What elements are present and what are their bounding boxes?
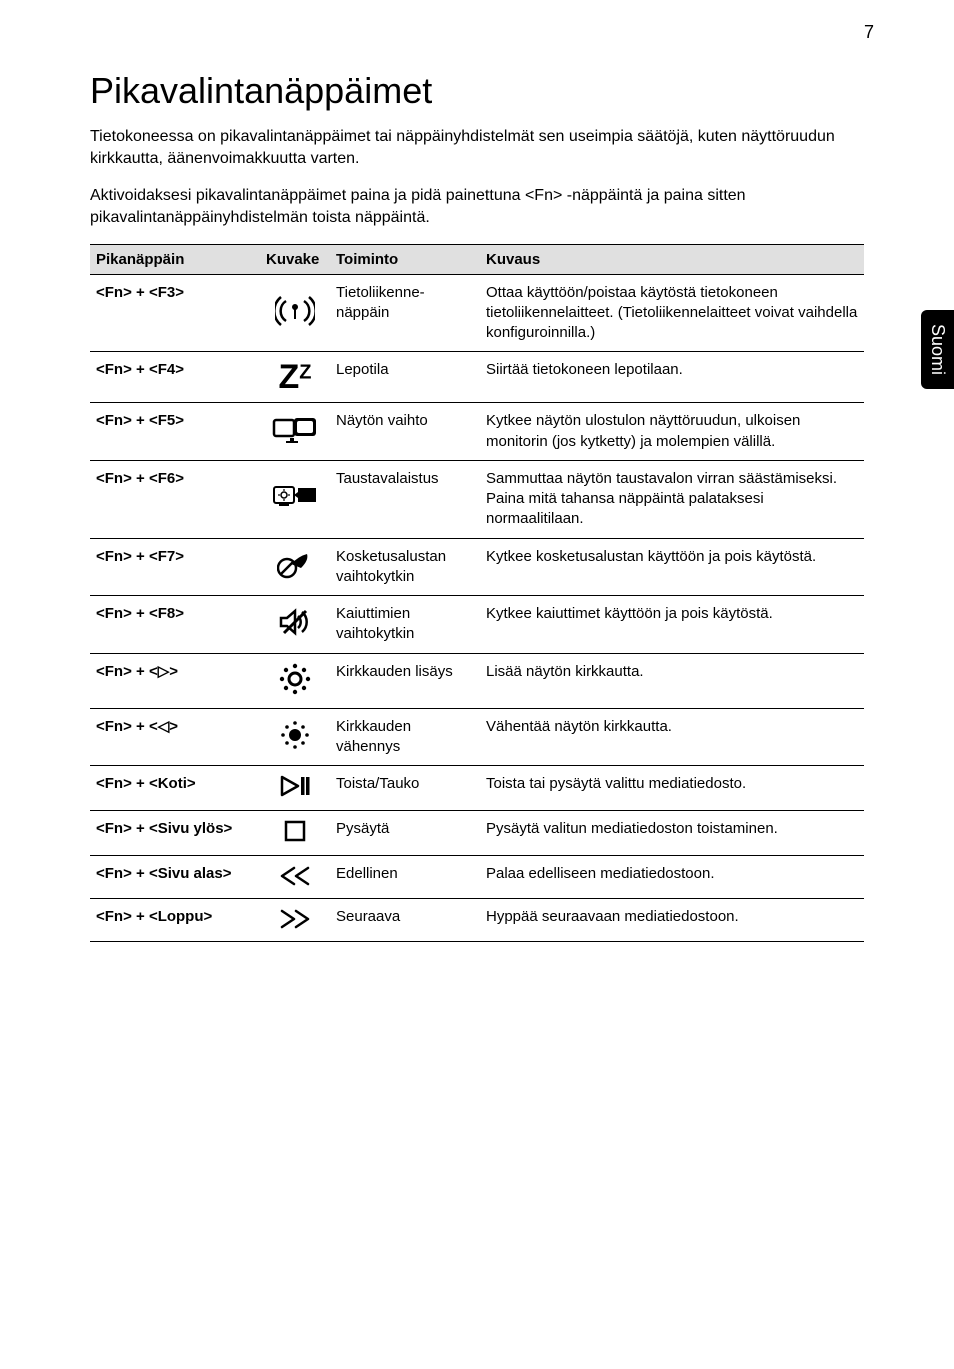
hotkey-description: Kytkee näytön ulostulon näyttöruudun, ul… [480, 403, 864, 461]
table-row: <Fn> + <F4> ZZ Lepotila Siirtää tietokon… [90, 352, 864, 403]
header-icon: Kuvake [260, 244, 330, 274]
table-row: <Fn> + <▷> Kirkkauden lisäys Lisää näytö… [90, 653, 864, 708]
hotkey-combo: <Fn> + <Koti> [90, 766, 260, 811]
table-header-row: Pikanäppäin Kuvake Toiminto Kuvaus [90, 244, 864, 274]
backlight-off-icon [260, 460, 330, 538]
hotkey-combo: <Fn> + <◁> [90, 708, 260, 766]
hotkey-combo: <Fn> + <F5> [90, 403, 260, 461]
language-tab: Suomi [921, 310, 954, 389]
hotkey-combo: <Fn> + <▷> [90, 653, 260, 708]
speaker-mute-icon [260, 596, 330, 654]
page-title: Pikavalintanäppäimet [90, 70, 864, 112]
hotkey-combo: <Fn> + <F3> [90, 274, 260, 352]
intro-paragraph: Aktivoidaksesi pikavalintanäppäimet pain… [90, 185, 864, 230]
hotkey-description: Lisää näytön kirkkautta. [480, 653, 864, 708]
next-track-icon [260, 899, 330, 942]
hotkey-combo: <Fn> + <Sivu ylös> [90, 811, 260, 856]
hotkey-combo: <Fn> + <F8> [90, 596, 260, 654]
header-desc: Kuvaus [480, 244, 864, 274]
hotkey-description: Palaa edelliseen mediatiedostoon. [480, 856, 864, 899]
hotkey-description: Hyppää seuraavaan mediatiedostoon. [480, 899, 864, 942]
hotkey-combo: <Fn> + <F4> [90, 352, 260, 403]
header-key: Pikanäppäin [90, 244, 260, 274]
table-row: <Fn> + <Sivu alas> Edellinen Palaa edell… [90, 856, 864, 899]
hotkey-function: Pysäytä [330, 811, 480, 856]
brightness-up-icon [260, 653, 330, 708]
hotkeys-table: Pikanäppäin Kuvake Toiminto Kuvaus <Fn> … [90, 244, 864, 943]
hotkey-function: Kirkkauden vähennys [330, 708, 480, 766]
hotkey-description: Ottaa käyttöön/poistaa käytöstä tietokon… [480, 274, 864, 352]
brightness-down-icon [260, 708, 330, 766]
table-row: <Fn> + <Sivu ylös> Pysäytä Pysäytä valit… [90, 811, 864, 856]
table-row: <Fn> + <Loppu> Seuraava Hyppää seuraavaa… [90, 899, 864, 942]
hotkey-function: Seuraava [330, 899, 480, 942]
hotkey-description: Toista tai pysäytä valittu mediatiedosto… [480, 766, 864, 811]
table-row: <Fn> + <Koti> Toista/Tauko Toista tai py… [90, 766, 864, 811]
hotkey-description: Kytkee kosketusalustan käyttöön ja pois … [480, 538, 864, 596]
hotkey-description: Sammuttaa näytön taustavalon virran sääs… [480, 460, 864, 538]
play-pause-icon [260, 766, 330, 811]
hotkey-function: Tietoliikenne-näppäin [330, 274, 480, 352]
hotkey-function: Toista/Tauko [330, 766, 480, 811]
wireless-icon [260, 274, 330, 352]
hotkey-combo: <Fn> + <Loppu> [90, 899, 260, 942]
header-func: Toiminto [330, 244, 480, 274]
touchpad-icon [260, 538, 330, 596]
hotkey-description: Pysäytä valitun mediatiedoston toistamin… [480, 811, 864, 856]
previous-track-icon [260, 856, 330, 899]
sleep-icon: ZZ [260, 352, 330, 403]
hotkey-function: Kaiuttimien vaihtokytkin [330, 596, 480, 654]
hotkey-description: Vähentää näytön kirkkautta. [480, 708, 864, 766]
table-row: <Fn> + <F6> Taustavalaistus [90, 460, 864, 538]
table-row: <Fn> + <F5> Näytön vaihto Kytkee näytön … [90, 403, 864, 461]
table-row: <Fn> + <F3> Tietoliikenne-näppäin [90, 274, 864, 352]
table-row: <Fn> + <F7> Kosketusalustan vaihtokytkin… [90, 538, 864, 596]
intro-text: Tietokoneessa on pikavalintanäppäimet ta… [90, 126, 864, 230]
table-row: <Fn> + <◁> Kirkkauden vähennys Vähentää … [90, 708, 864, 766]
hotkey-description: Siirtää tietokoneen lepotilaan. [480, 352, 864, 403]
hotkey-function: Taustavalaistus [330, 460, 480, 538]
hotkey-description: Kytkee kaiuttimet käyttöön ja pois käytö… [480, 596, 864, 654]
hotkey-combo: <Fn> + <F7> [90, 538, 260, 596]
hotkey-combo: <Fn> + <Sivu alas> [90, 856, 260, 899]
hotkey-function: Kirkkauden lisäys [330, 653, 480, 708]
hotkey-function: Näytön vaihto [330, 403, 480, 461]
hotkey-function: Kosketusalustan vaihtokytkin [330, 538, 480, 596]
intro-paragraph: Tietokoneessa on pikavalintanäppäimet ta… [90, 126, 864, 171]
hotkey-combo: <Fn> + <F6> [90, 460, 260, 538]
hotkey-function: Edellinen [330, 856, 480, 899]
stop-icon [260, 811, 330, 856]
table-row: <Fn> + <F8> Kaiuttimien vaihtokytkin Kyt… [90, 596, 864, 654]
page-number: 7 [864, 22, 874, 43]
hotkey-function: Lepotila [330, 352, 480, 403]
display-switch-icon [260, 403, 330, 461]
